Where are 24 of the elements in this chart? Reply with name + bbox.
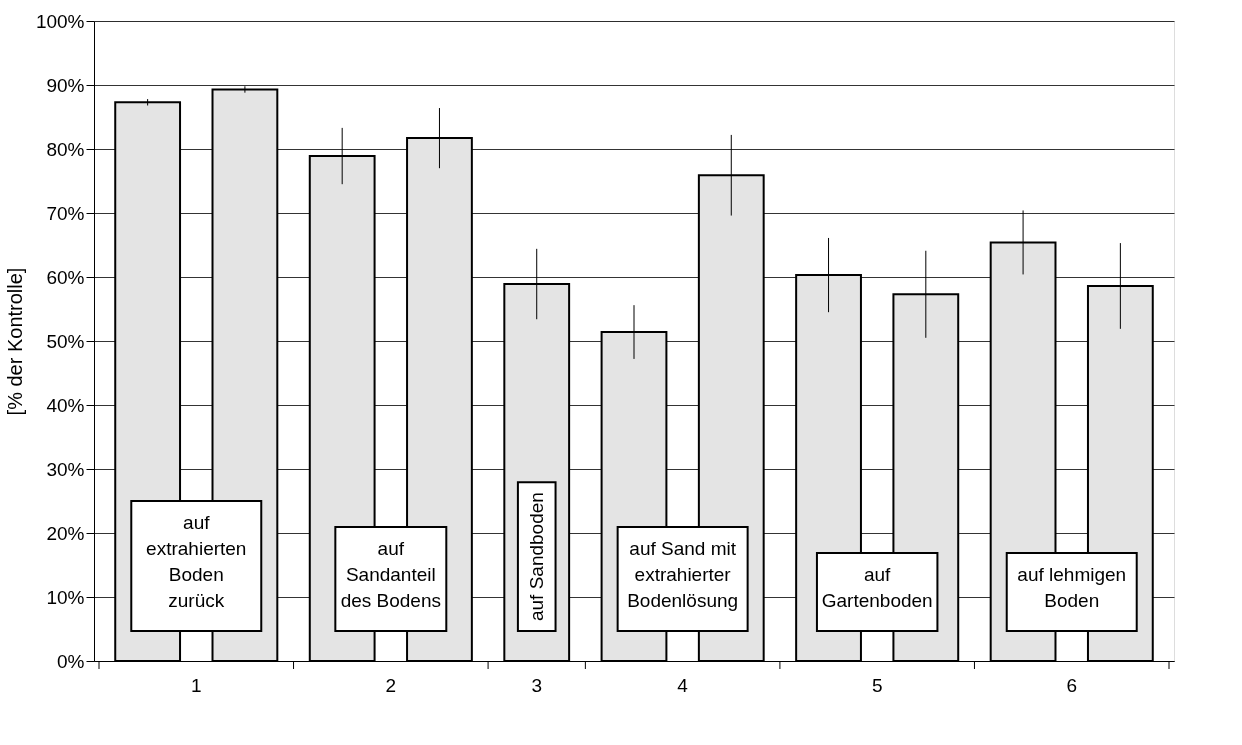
x-tick-label: 4 [677, 675, 689, 696]
y-tick-label: 20% [46, 522, 85, 544]
y-tick-label: 40% [46, 394, 85, 416]
y-tick-label: 60% [46, 266, 85, 288]
x-tick-label: 6 [1066, 675, 1078, 696]
annotation: auf Sandanteil des Bodens [340, 538, 441, 611]
y-tick-label: 80% [46, 138, 85, 160]
annotation: auf Sandboden [525, 492, 547, 622]
annotation: auf extrahierten Boden zurück [146, 512, 247, 611]
annotation: auf lehmigen Boden [1017, 564, 1127, 611]
y-tick-label: 70% [46, 202, 85, 224]
x-tick-label: 1 [190, 675, 202, 696]
y-tick-label: 50% [46, 330, 85, 352]
y-tick-label: 10% [46, 586, 85, 608]
y-axis-title: [% der Kontrolle] [3, 267, 26, 416]
annotation: auf Gartenboden [821, 564, 933, 611]
y-tick-label: 0% [57, 650, 85, 672]
y-tick-label: 100% [35, 10, 85, 32]
y-tick-label: 90% [46, 74, 85, 96]
x-tick-label: 2 [385, 675, 397, 696]
x-tick-label: 5 [871, 675, 883, 696]
annotation: auf Sand mit extrahierter Bodenlösung [627, 538, 739, 611]
x-tick-label: 3 [531, 675, 543, 696]
y-tick-label: 30% [46, 458, 85, 480]
